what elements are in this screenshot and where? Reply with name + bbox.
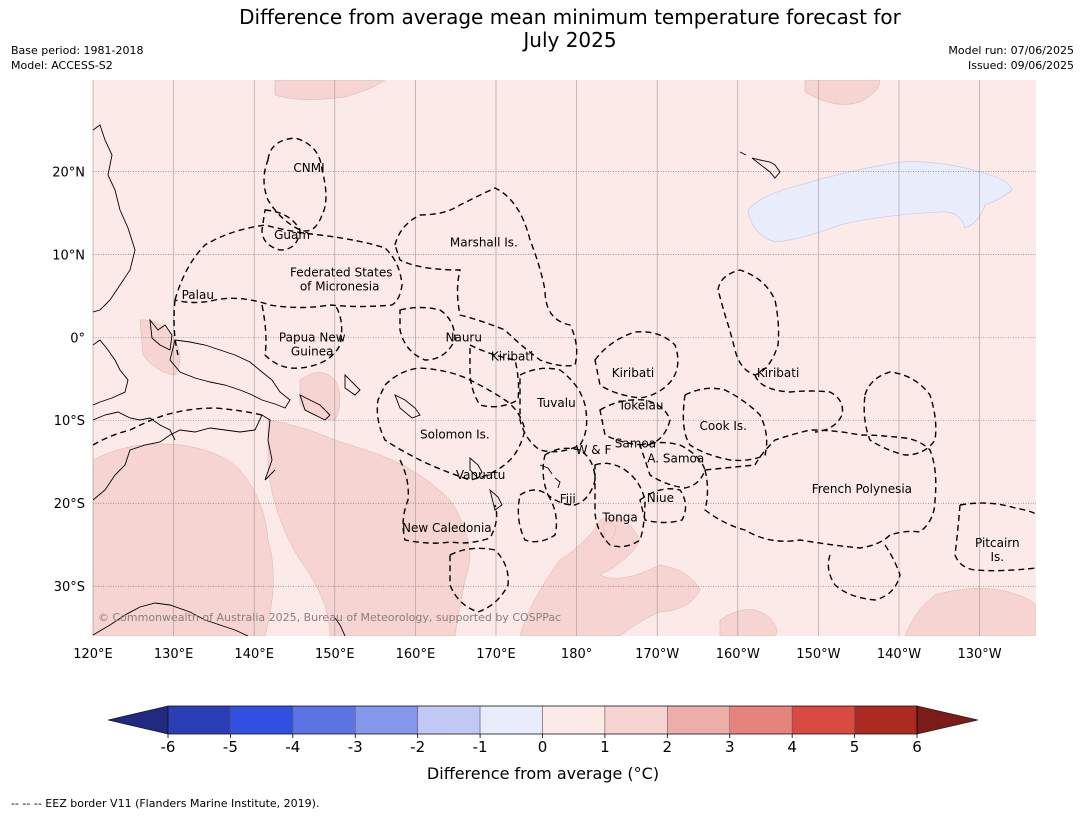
place-label: Guinea bbox=[291, 344, 334, 358]
place-label: Nauru bbox=[446, 330, 482, 344]
colorbar-bin bbox=[542, 705, 606, 735]
colorbar-tick-label: 1 bbox=[600, 738, 610, 756]
place-label: Tonga bbox=[602, 510, 638, 524]
place-label: French Polynesia bbox=[812, 482, 912, 496]
graticule bbox=[92, 80, 1036, 636]
lat-tick-label: 30°S bbox=[54, 580, 85, 595]
place-label: Pitcairn bbox=[975, 536, 1020, 550]
lon-tick-label: 170°W bbox=[635, 647, 679, 662]
lat-tick-label: 20°N bbox=[52, 165, 85, 180]
place-label: Vanuatu bbox=[456, 468, 506, 482]
place-label: A. Samoa bbox=[647, 451, 704, 465]
lat-tick-label: 20°S bbox=[54, 497, 85, 512]
lat-tick-label: 0° bbox=[70, 331, 85, 346]
colorbar-bin bbox=[167, 705, 231, 735]
colorbar-title: Difference from average (°C) bbox=[427, 764, 659, 783]
meta-right: Model run: 07/06/2025 Issued: 09/06/2025 bbox=[948, 43, 1074, 73]
colorbar-bin bbox=[355, 705, 418, 735]
place-label: Tokelau bbox=[618, 398, 664, 412]
footer-legend: -- -- -- EEZ border V11 (Flanders Marine… bbox=[11, 797, 320, 810]
title-line-1: Difference from average mean minimum tem… bbox=[239, 5, 901, 29]
colorbar-tick-label: 6 bbox=[912, 738, 922, 756]
place-label: Guam bbox=[274, 228, 310, 242]
model-run: Model run: 07/06/2025 bbox=[948, 44, 1074, 57]
colorbar-bin bbox=[292, 705, 356, 735]
place-label: Federated States bbox=[290, 266, 392, 280]
chart-title: Difference from average mean minimum tem… bbox=[0, 6, 1085, 52]
place-label: Marshall Is. bbox=[450, 236, 518, 250]
colorbar-max-extension bbox=[916, 705, 979, 735]
place-label: Palau bbox=[182, 288, 214, 302]
colorbar-bin bbox=[854, 705, 918, 735]
lon-tick-label: 130°W bbox=[957, 647, 1001, 662]
base-period: Base period: 1981-2018 bbox=[11, 44, 144, 57]
colorbar-bin bbox=[230, 705, 294, 735]
colorbar-tick-label: -3 bbox=[348, 738, 363, 756]
lon-tick-label: 130°E bbox=[154, 647, 194, 662]
axis-labels: 20°N 10°N 0° 10°S 20°S 30°S 120°E 130°E 140°E 150… bbox=[52, 165, 1002, 662]
colorbar-bin bbox=[729, 705, 793, 735]
place-label: Papua New bbox=[279, 330, 346, 344]
colorbar-bin bbox=[667, 705, 730, 735]
lon-tick-label: 140°W bbox=[877, 647, 921, 662]
colorbar-tick-label: -2 bbox=[410, 738, 425, 756]
meta-left: Base period: 1981-2018 Model: ACCESS-S2 bbox=[11, 43, 143, 73]
place-label: W & F bbox=[576, 443, 612, 457]
colorbar-tick-label: -6 bbox=[161, 738, 176, 756]
place-label: Fiji bbox=[560, 492, 576, 506]
place-label: Kiribati bbox=[491, 349, 533, 363]
colorbar-tick-label: -1 bbox=[473, 738, 488, 756]
lon-tick-label: 180° bbox=[561, 647, 592, 662]
place-label: Niue bbox=[647, 491, 674, 505]
colorbar-bin bbox=[417, 705, 481, 735]
place-label: Solomon Is. bbox=[420, 427, 490, 441]
lat-tick-label: 10°N bbox=[52, 248, 85, 263]
lon-tick-label: 150°E bbox=[315, 647, 355, 662]
lon-tick-label: 140°E bbox=[234, 647, 274, 662]
lon-tick-label: 150°W bbox=[796, 647, 840, 662]
place-label: Is. bbox=[991, 550, 1005, 564]
colorbar-tick-label: 2 bbox=[663, 738, 673, 756]
copyright-notice: © Commonwealth of Australia 2025, Bureau… bbox=[98, 611, 561, 624]
colorbar-tick-label: -5 bbox=[223, 738, 238, 756]
colorbar-bin bbox=[479, 705, 543, 735]
colorbar-tick-label: -4 bbox=[285, 738, 300, 756]
colorbar-tick-label: 0 bbox=[538, 738, 548, 756]
lat-tick-label: 10°S bbox=[54, 414, 85, 429]
colorbar-bin bbox=[791, 705, 855, 735]
lon-tick-label: 120°E bbox=[73, 647, 113, 662]
colorbar-tick-label: 4 bbox=[787, 738, 797, 756]
place-label: Cook Is. bbox=[700, 419, 747, 433]
anomaly-shading bbox=[93, 80, 1036, 636]
lon-tick-label: 160°E bbox=[396, 647, 436, 662]
place-label: Samoa bbox=[615, 436, 656, 450]
title-line-2: July 2025 bbox=[523, 28, 617, 52]
colorbar: -6 -5 -4 -3 -2 -1 0 1 2 3 4 5 6 bbox=[107, 705, 979, 756]
issued-date: Issued: 09/06/2025 bbox=[967, 59, 1074, 72]
eez-borders bbox=[93, 137, 1036, 613]
place-label: New Caledonia bbox=[402, 521, 492, 535]
place-label: Kiribati bbox=[757, 366, 799, 380]
colorbar-tick-label: 3 bbox=[725, 738, 735, 756]
place-label: Kiribati bbox=[612, 366, 654, 380]
place-label: Tuvalu bbox=[536, 396, 576, 410]
place-label: of Micronesia bbox=[300, 280, 380, 294]
colorbar-bin bbox=[604, 705, 668, 735]
place-label: CNMI bbox=[293, 161, 324, 175]
coastlines bbox=[93, 124, 781, 636]
lon-tick-label: 160°W bbox=[716, 647, 760, 662]
colorbar-min-extension bbox=[107, 705, 169, 735]
colorbar-tick-label: 5 bbox=[850, 738, 860, 756]
lon-tick-label: 170°E bbox=[476, 647, 516, 662]
model-name: Model: ACCESS-S2 bbox=[11, 59, 113, 72]
